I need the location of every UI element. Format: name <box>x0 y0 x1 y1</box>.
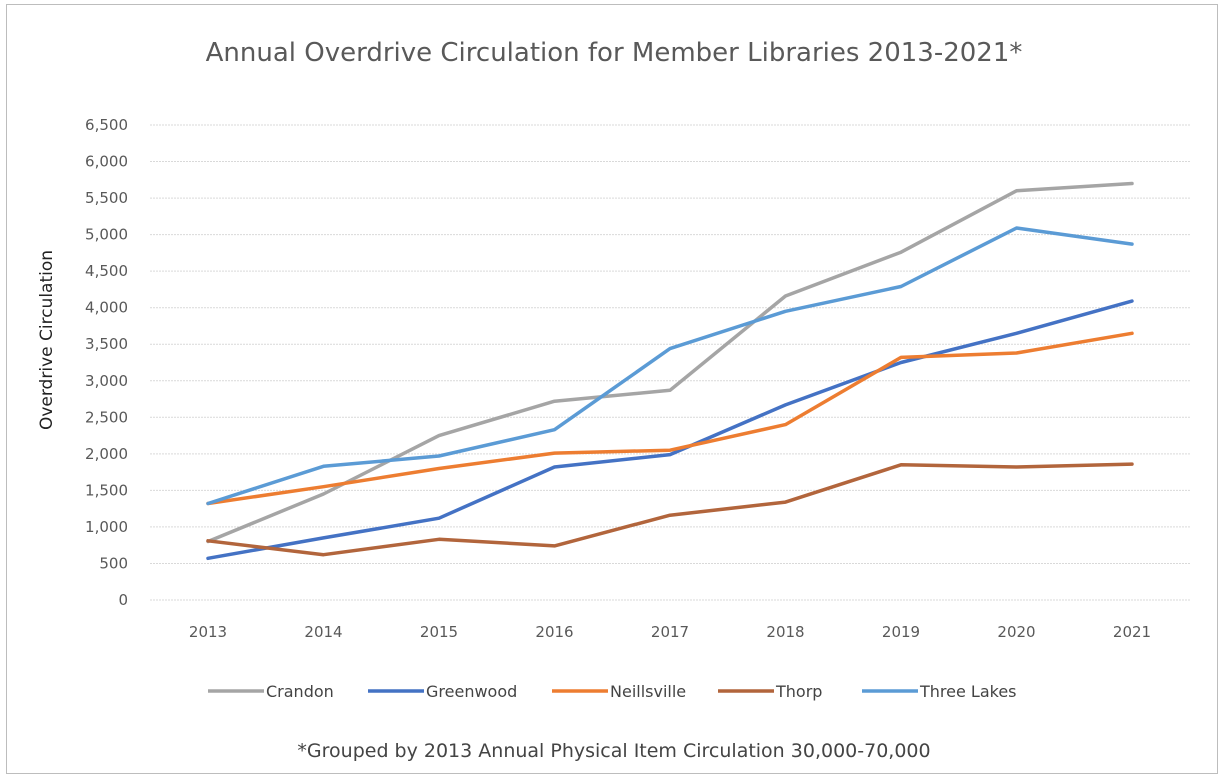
series-line-neillsville <box>206 331 1134 506</box>
y-tick-label: 5,500 <box>85 189 128 207</box>
y-tick-label: 4,500 <box>85 262 128 280</box>
y-tick-label: 2,000 <box>85 445 128 463</box>
y-tick-labels: 0 500 1,000 1,500 2,000 2,500 3,000 3,500 4,000 4… <box>85 116 128 609</box>
y-tick-label: 6,500 <box>85 116 128 134</box>
y-tick-label: 1,500 <box>85 481 128 499</box>
legend: Crandon Greenwood Neillsville Thorp Three La… <box>208 682 1017 701</box>
x-tick-label: 2016 <box>535 623 573 641</box>
y-axis-label: Overdrive Circulation <box>37 250 57 430</box>
y-tick-label: 4,000 <box>85 299 128 317</box>
y-tick-label: 2,500 <box>85 408 128 426</box>
x-tick-label: 2021 <box>1113 623 1151 641</box>
legend-label: Neillsville <box>610 682 686 701</box>
series-line-crandon <box>206 181 1134 544</box>
x-tick-label: 2015 <box>420 623 458 641</box>
y-tick-label: 3,000 <box>85 372 128 390</box>
y-tick-label: 6,000 <box>85 153 128 171</box>
x-tick-label: 2018 <box>766 623 804 641</box>
x-tick-label: 2019 <box>882 623 920 641</box>
y-tick-label: 3,500 <box>85 335 128 353</box>
legend-label: Greenwood <box>426 682 517 701</box>
y-tick-label: 500 <box>99 554 128 572</box>
x-tick-label: 2014 <box>304 623 342 641</box>
series-line-three-lakes <box>206 226 1134 506</box>
series-lines <box>206 181 1134 561</box>
legend-label: Thorp <box>775 682 822 701</box>
series-line-greenwood <box>206 299 1134 561</box>
y-tick-label: 1,000 <box>85 518 128 536</box>
x-tick-label: 2013 <box>189 623 227 641</box>
y-tick-label: 0 <box>118 591 128 609</box>
gridlines <box>150 124 1190 601</box>
y-tick-label: 5,000 <box>85 226 128 244</box>
legend-label: Three Lakes <box>919 682 1017 701</box>
chart-title: Annual Overdrive Circulation for Member … <box>205 38 1023 68</box>
legend-label: Crandon <box>266 682 334 701</box>
x-tick-label: 2020 <box>997 623 1035 641</box>
chart-footnote: *Grouped by 2013 Annual Physical Item Ci… <box>297 740 931 762</box>
x-tick-labels: 2013 2014 2015 2016 2017 2018 2019 2020 2021 <box>189 623 1151 641</box>
series-line-thorp <box>206 462 1134 557</box>
x-tick-label: 2017 <box>651 623 689 641</box>
